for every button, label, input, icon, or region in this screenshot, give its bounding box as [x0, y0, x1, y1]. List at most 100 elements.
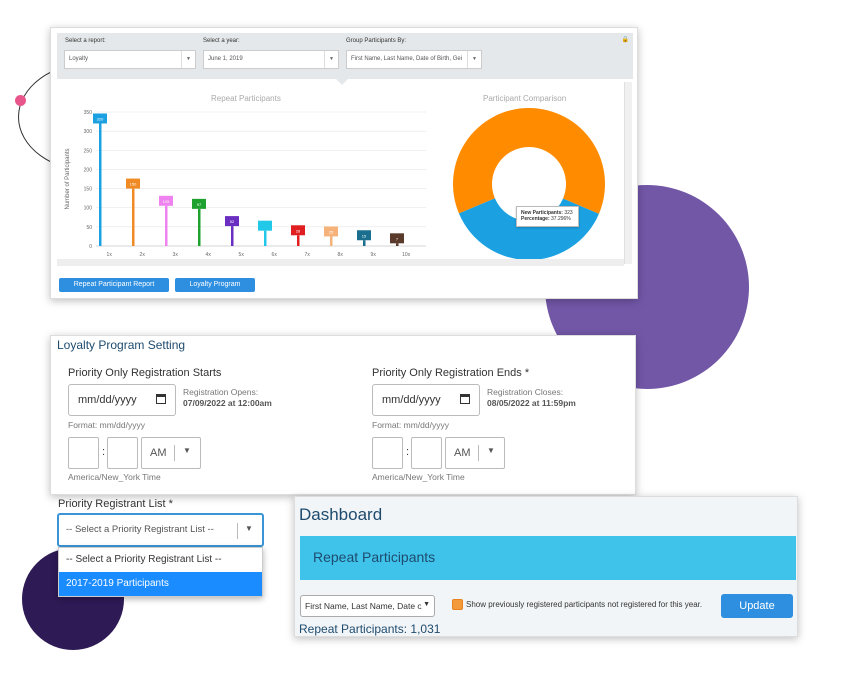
vertical-scrollbar[interactable] — [624, 82, 632, 264]
x-tick-label: 1x — [107, 252, 113, 258]
bar-value-label: 28 — [296, 228, 301, 233]
repeat-participants-count: Repeat Participants: 1,031 — [299, 622, 441, 636]
bar-value-label: 52 — [230, 219, 235, 224]
report-panel: Select a report: Loyalty ▼ Select a year… — [50, 27, 638, 299]
bar — [231, 226, 234, 246]
dropdown-option[interactable]: -- Select a Priority Registrant List -- — [66, 554, 222, 565]
group-select[interactable]: First Name, Last Name, Date of Birth, Ge… — [346, 50, 482, 69]
x-tick-label: 9x — [371, 252, 377, 258]
bar-value-label: 150 — [130, 182, 137, 187]
bar — [165, 205, 168, 246]
calendar-icon[interactable] — [460, 394, 470, 404]
y-tick-label: 300 — [84, 129, 93, 135]
bar-value-badge — [291, 225, 305, 236]
start-date-placeholder: mm/dd/yyyy — [78, 394, 137, 406]
calendar-icon[interactable] — [156, 394, 166, 404]
y-tick-label: 250 — [84, 148, 93, 154]
end-registration-info: Registration Closes: 08/05/2022 at 11:59… — [487, 387, 576, 409]
chevron-down-icon: ▼ — [183, 446, 191, 455]
donut-tooltip: New Participants: 323 Percentage: 37.296… — [516, 206, 579, 227]
show-previous-label: Show previously registered participants … — [466, 600, 703, 609]
priority-list-select[interactable]: -- Select a Priority Registrant List -- … — [57, 513, 264, 547]
repeat-participant-report-button[interactable]: Repeat Participant Report — [59, 278, 169, 292]
x-tick-label: 2x — [140, 252, 146, 258]
start-ampm-select[interactable]: AM ▼ — [141, 437, 201, 469]
y-tick-label: 150 — [84, 187, 93, 193]
donut-chart — [453, 108, 605, 260]
priority-list-dropdown: -- Select a Priority Registrant List -- … — [58, 547, 263, 597]
start-info-value: 07/09/2022 at 12:00am — [183, 398, 272, 408]
group-by-value: First Name, Last Name, Date o — [305, 601, 423, 611]
end-format-hint: Format: mm/dd/yyyy — [372, 420, 449, 430]
end-date-input[interactable]: mm/dd/yyyy — [372, 384, 480, 416]
chevron-down-icon: ▼ — [487, 446, 495, 455]
x-tick-label: 8x — [338, 252, 344, 258]
bar-value-label: 97 — [197, 202, 202, 207]
y-axis-label: Number of Participants — [65, 148, 71, 209]
bar-value-badge — [159, 195, 173, 206]
filter-bar: Select a report: Loyalty ▼ Select a year… — [57, 33, 633, 79]
select-divider — [478, 445, 479, 461]
bar-value-label: 7 — [396, 236, 399, 241]
loyalty-settings-panel: Loyalty Program Setting Priority Only Re… — [50, 335, 636, 495]
end-info-label: Registration Closes: — [487, 387, 564, 397]
end-hour-input[interactable] — [372, 437, 403, 469]
bar — [198, 208, 201, 246]
bar — [330, 236, 333, 246]
select-divider — [237, 523, 238, 539]
bar-value-label: 320 — [97, 116, 104, 121]
report-select-label: Select a report: — [65, 38, 106, 44]
dropdown-option-selected[interactable]: 2017-2019 Participants — [59, 572, 262, 596]
update-button[interactable]: Update — [721, 594, 793, 618]
loyalty-settings-title: Loyalty Program Setting — [57, 338, 186, 352]
dashboard-panel: Dashboard Repeat Participants First Name… — [294, 496, 798, 637]
chevron-down-icon: ▼ — [467, 51, 481, 68]
end-minute-input[interactable] — [411, 437, 442, 469]
bar — [363, 240, 366, 246]
chevron-down-icon: ▼ — [324, 51, 338, 68]
year-select-label: Select a year: — [203, 38, 240, 44]
y-tick-label: 200 — [84, 167, 93, 173]
start-date-input[interactable]: mm/dd/yyyy — [68, 384, 176, 416]
chevron-down-icon: ▼ — [181, 51, 195, 68]
time-colon: : — [102, 446, 106, 458]
start-heading: Priority Only Registration Starts — [68, 367, 222, 379]
x-tick-label: 4x — [206, 252, 212, 258]
x-tick-label: 3x — [173, 252, 179, 258]
bar-value-label: 15 — [362, 233, 367, 238]
bar — [99, 123, 102, 246]
report-select[interactable]: Loyalty ▼ — [64, 50, 196, 69]
bar — [297, 235, 300, 246]
filter-caret — [336, 79, 348, 85]
tooltip-new-value: 323 — [564, 210, 573, 216]
start-hour-input[interactable] — [68, 437, 99, 469]
x-tick-label: 7x — [305, 252, 311, 258]
chevron-down-icon: ▼ — [421, 601, 430, 608]
bar-value-badge — [258, 220, 272, 231]
loyalty-program-button[interactable]: Loyalty Program — [175, 278, 255, 292]
lock-icon[interactable]: 🔒 — [621, 37, 629, 43]
bar-value-label: 105 — [163, 199, 170, 204]
bar-value-badge — [324, 226, 338, 237]
year-select[interactable]: June 1, 2019 ▼ — [203, 50, 339, 69]
report-select-value: Loyalty — [69, 56, 89, 62]
priority-list-label: Priority Registrant List * — [58, 498, 173, 510]
year-select-value: June 1, 2019 — [208, 56, 243, 62]
decorative-pink-dot — [15, 95, 26, 106]
start-registration-info: Registration Opens: 07/09/2022 at 12:00a… — [183, 387, 272, 409]
start-info-label: Registration Opens: — [183, 387, 259, 397]
bar-value-badge — [390, 233, 404, 244]
end-ampm-value: AM — [454, 447, 471, 459]
y-tick-label: 100 — [84, 206, 93, 212]
group-select-value: First Name, Last Name, Date of Birth, Ge… — [351, 56, 463, 62]
donut-slice[interactable] — [453, 108, 605, 214]
end-heading: Priority Only Registration Ends * — [372, 367, 530, 379]
dashboard-title: Dashboard — [299, 505, 383, 524]
tooltip-percent-value: 37.296% — [551, 216, 571, 222]
group-by-select[interactable]: First Name, Last Name, Date o ▼ — [300, 595, 435, 617]
start-minute-input[interactable] — [107, 437, 138, 469]
chevron-down-icon: ▼ — [245, 524, 253, 533]
horizontal-scrollbar[interactable] — [57, 259, 624, 266]
show-previous-checkbox[interactable] — [452, 599, 463, 610]
end-ampm-select[interactable]: AM ▼ — [445, 437, 505, 469]
